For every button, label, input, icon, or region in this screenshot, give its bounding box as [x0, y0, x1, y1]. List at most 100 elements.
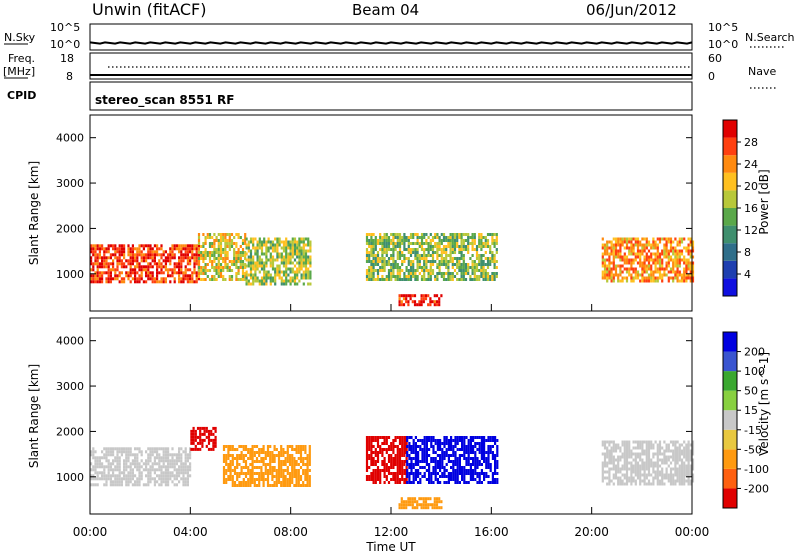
data-cell — [160, 265, 163, 269]
data-cell — [398, 248, 402, 251]
data-cell — [249, 454, 252, 457]
data-cell — [184, 250, 187, 254]
data-cell — [603, 443, 607, 447]
data-cell — [438, 300, 441, 304]
data-cell — [422, 497, 425, 501]
data-cell — [467, 472, 470, 475]
data-cell — [147, 468, 150, 472]
data-cell — [309, 246, 312, 250]
data-cell — [370, 472, 373, 475]
data-cell — [491, 278, 494, 281]
data-cell — [385, 466, 388, 469]
data-cell — [652, 246, 655, 250]
data-cell — [160, 447, 163, 451]
data-cell — [178, 474, 181, 478]
data-cell — [676, 267, 679, 271]
data-cell — [242, 448, 245, 451]
data-cell — [167, 456, 170, 460]
data-cell — [403, 445, 406, 448]
data-cell — [244, 266, 247, 269]
data-cell — [451, 233, 454, 236]
data-cell — [302, 255, 305, 259]
data-cell — [661, 237, 664, 241]
data-cell — [96, 477, 99, 481]
data-cell — [158, 271, 161, 275]
data-cell — [263, 273, 266, 277]
data-cell — [685, 449, 688, 453]
data-cell — [496, 478, 499, 481]
data-cell — [421, 475, 424, 478]
data-cell — [460, 278, 463, 281]
data-cell — [175, 477, 178, 481]
data-cell — [213, 233, 216, 236]
data-cell — [453, 263, 457, 266]
data-cell — [440, 248, 443, 251]
data-cell — [298, 237, 301, 241]
data-cell — [647, 473, 651, 477]
data-cell — [162, 456, 165, 460]
data-cell — [621, 443, 624, 447]
data-cell — [628, 452, 631, 456]
data-cell — [691, 464, 695, 468]
data-cell — [160, 271, 163, 275]
data-cell — [251, 460, 254, 463]
data-cell — [151, 465, 154, 469]
data-cell — [167, 471, 170, 475]
data-cell — [271, 475, 274, 478]
data-cell — [656, 243, 659, 247]
data-cell — [202, 272, 205, 275]
data-cell — [454, 442, 457, 445]
data-cell — [285, 249, 288, 253]
data-cell — [401, 260, 404, 263]
data-cell — [387, 278, 391, 281]
data-cell — [149, 277, 152, 281]
data-cell — [276, 258, 279, 262]
data-cell — [90, 477, 93, 481]
data-cell — [271, 451, 274, 454]
data-cell — [264, 454, 267, 457]
data-cell — [134, 271, 137, 275]
data-cell — [396, 481, 399, 484]
data-cell — [153, 471, 156, 475]
data-cell — [469, 439, 472, 442]
data-cell — [280, 445, 283, 448]
data-cell — [439, 457, 442, 460]
data-cell — [427, 503, 430, 507]
data-cell — [472, 463, 475, 466]
data-cell — [429, 245, 432, 248]
data-cell — [286, 460, 289, 463]
data-cell — [608, 449, 611, 453]
data-cell — [460, 254, 463, 257]
x-tick-label: 20:00 — [574, 525, 609, 539]
data-cell — [379, 242, 382, 245]
data-cell — [674, 470, 677, 474]
data-cell — [480, 451, 483, 454]
data-cell — [266, 478, 270, 481]
data-cell — [127, 259, 130, 263]
data-cell — [376, 451, 380, 454]
data-cell — [396, 448, 399, 451]
data-cell — [251, 457, 254, 460]
data-cell — [285, 255, 288, 259]
data-cell — [408, 463, 411, 466]
data-cell — [204, 239, 207, 242]
data-cell — [630, 237, 633, 241]
colorbar-segment — [723, 449, 737, 469]
data-cell — [222, 454, 226, 457]
data-cell — [226, 254, 229, 257]
data-cell — [452, 469, 455, 472]
data-cell — [434, 472, 437, 475]
data-cell — [493, 254, 496, 257]
data-cell — [374, 257, 377, 260]
data-cell — [171, 480, 174, 484]
data-cell — [105, 453, 108, 457]
data-cell — [410, 463, 413, 466]
data-cell — [418, 257, 421, 260]
data-cell — [225, 481, 228, 484]
data-cell — [249, 282, 253, 286]
data-cell — [180, 471, 183, 475]
colorbar-tick-label: 100 — [744, 365, 765, 378]
data-cell — [370, 445, 373, 448]
data-cell — [267, 273, 270, 277]
